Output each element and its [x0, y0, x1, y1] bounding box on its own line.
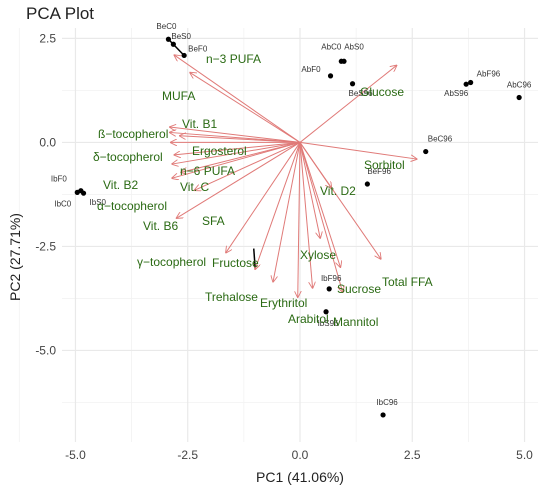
loading-arrow — [299, 142, 340, 267]
x-tick-label: 5.0 — [516, 448, 533, 462]
loading-label: Total FFA — [382, 275, 433, 289]
sample-point — [364, 181, 370, 187]
sample-label: AbF96 — [477, 70, 501, 79]
sample-point — [468, 79, 474, 86]
sample-label: AbS0 — [344, 42, 364, 51]
loading-arrow — [172, 141, 301, 178]
sample-point — [349, 81, 356, 87]
axes: -5.0 -2.5 0.0 2.5 5.0 2.5 0.0 -2.5 -5.0 — [35, 31, 533, 462]
x-tick-label: -5.0 — [65, 448, 86, 462]
loading-labels: n−3 PUFA MUFA Vit. B1 ß−tocopherol Ergostero… — [93, 52, 433, 329]
loading-label: Glucose — [360, 85, 404, 99]
loading-label: γ−tocopherol — [137, 255, 206, 269]
loading-label: Vit. D2 — [320, 184, 356, 198]
loading-label: α−tocopherol — [97, 199, 167, 213]
loading-label: n−6 PUFA — [180, 164, 235, 178]
sample-label: BeC0 — [156, 22, 177, 31]
y-axis-label: PC2 (27.71%) — [7, 213, 23, 301]
sample-label: IbC96 — [376, 398, 398, 407]
loading-arrow — [194, 141, 301, 190]
loading-label: Xylose — [300, 248, 336, 262]
loading-label: Fructose — [212, 256, 259, 270]
loading-label: Mannitol — [333, 315, 378, 329]
sample-label: BeC96 — [428, 135, 453, 144]
loading-label: Erythritol — [260, 296, 307, 310]
sample-label: BeF0 — [188, 44, 208, 53]
loading-label: SFA — [202, 214, 225, 228]
sample-label: IbS0 — [90, 198, 107, 207]
loading-label: Vit. C — [180, 180, 209, 194]
loading-label: MUFA — [162, 89, 195, 103]
loading-arrow — [180, 136, 301, 143]
loading-arrow — [170, 127, 301, 143]
loading-arrow — [299, 141, 417, 159]
x-axis-label: PC1 (41.06%) — [256, 469, 344, 485]
loading-arrow — [174, 141, 301, 154]
sample-connector — [252, 248, 256, 268]
loading-arrow — [299, 142, 313, 288]
x-tick-label: 2.5 — [404, 448, 421, 462]
loading-label: Arabitol — [288, 312, 329, 326]
x-tick-label: -2.5 — [177, 448, 198, 462]
loading-arrow — [273, 142, 301, 281]
loading-arrow — [174, 55, 301, 143]
loading-arrow — [181, 141, 301, 172]
sample-label: AbS96 — [444, 89, 469, 98]
sample-point — [463, 81, 469, 87]
sample-point — [74, 189, 80, 195]
sample-label: IbC0 — [54, 199, 71, 208]
loading-label: ß−tocopherol — [98, 127, 168, 141]
loading-arrow — [226, 142, 301, 252]
loading-arrow — [190, 73, 301, 143]
sample-label: BeS0 — [171, 32, 191, 41]
y-tick-label: -2.5 — [35, 239, 56, 253]
loading-arrow — [255, 142, 301, 269]
sample-label: IbS96 — [318, 319, 339, 328]
x-tick-label: 0.0 — [292, 448, 309, 462]
y-tick-label: 2.5 — [39, 31, 56, 45]
sample-point — [165, 36, 172, 42]
sample-label: AbC0 — [321, 42, 342, 51]
y-tick-label: 0.0 — [39, 135, 56, 149]
sample-label: IbF96 — [321, 274, 342, 283]
sample-label: BeF96 — [367, 167, 391, 176]
loading-label: Vit. B2 — [103, 178, 138, 192]
sample-label: AbF0 — [301, 65, 321, 74]
loading-label: n−3 PUFA — [206, 52, 261, 66]
loading-label: Vit. B6 — [143, 219, 178, 233]
loading-label: Ergosterol — [192, 144, 247, 158]
sample-label: BeS96 — [349, 89, 374, 98]
grid — [18, 28, 538, 442]
sample-point — [170, 41, 176, 47]
sample-label: IbF0 — [51, 175, 68, 184]
y-tick-label: -5.0 — [35, 343, 56, 357]
loading-arrow — [172, 141, 301, 164]
loading-arrow — [299, 142, 331, 188]
loading-label: Trehalose — [205, 290, 258, 304]
loading-arrow — [177, 141, 301, 218]
sample-point — [326, 286, 332, 292]
loading-arrow — [299, 142, 320, 238]
sample-point — [327, 73, 334, 79]
sample-point — [341, 58, 347, 64]
loading-arrow — [299, 65, 397, 143]
loading-label: Vit. B1 — [182, 117, 217, 131]
sample-point — [80, 190, 87, 196]
loading-label: Sucrose — [337, 282, 381, 296]
sample-point — [423, 148, 429, 155]
loading-arrow — [298, 142, 300, 297]
chart-title: PCA Plot — [26, 4, 95, 23]
sample-point — [516, 94, 522, 101]
loading-arrows — [170, 55, 417, 297]
loading-label: Sorbitol — [364, 158, 405, 172]
sample-point — [323, 309, 329, 315]
loading-label: δ−tocopherol — [93, 150, 163, 164]
sample-connector — [167, 38, 185, 56]
sample-label: AbC96 — [507, 80, 532, 89]
sample-point — [380, 412, 386, 418]
sample-point — [181, 52, 187, 59]
